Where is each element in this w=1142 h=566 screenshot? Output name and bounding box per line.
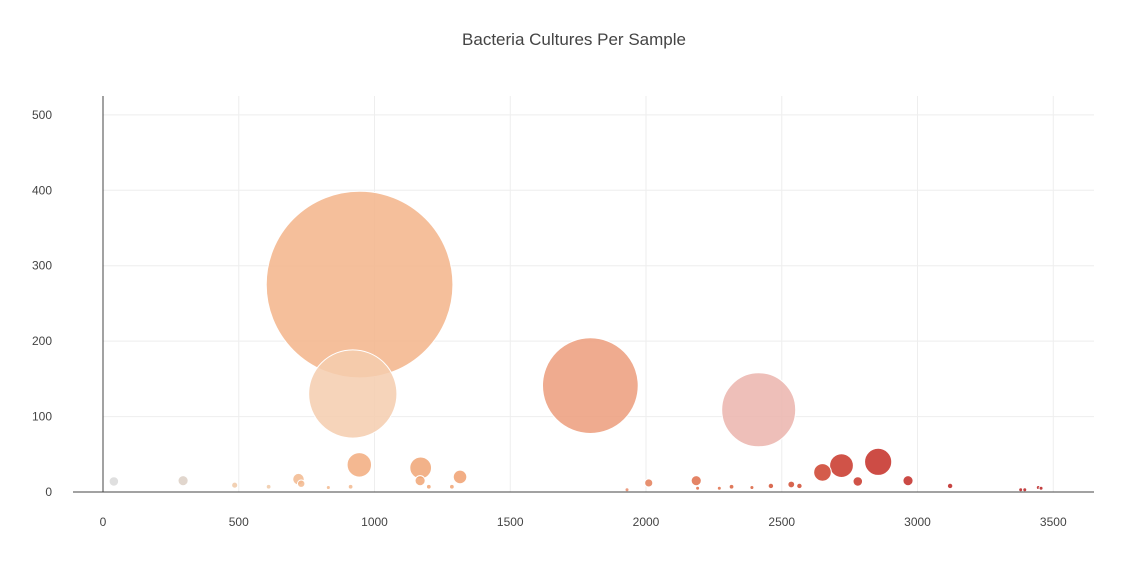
bubble[interactable] [1022, 487, 1028, 493]
x-tick-label: 3500 [1040, 515, 1067, 529]
y-tick-label: 400 [32, 183, 52, 197]
bubble[interactable] [852, 476, 864, 487]
y-tick-label: 300 [32, 259, 52, 273]
bubble[interactable] [716, 485, 722, 491]
bubble-series [108, 190, 1044, 493]
bubble[interactable] [787, 480, 796, 489]
bubble[interactable] [346, 452, 373, 478]
x-tick-label: 500 [229, 515, 249, 529]
bubble[interactable] [829, 453, 854, 478]
x-tick-label: 1500 [497, 515, 524, 529]
bubble[interactable] [690, 475, 702, 487]
x-tick-label: 2000 [633, 515, 660, 529]
bubble[interactable] [1038, 485, 1044, 491]
bubble[interactable] [749, 484, 755, 491]
bubble[interactable] [449, 483, 455, 490]
bubble[interactable] [721, 372, 797, 448]
bubble[interactable] [728, 483, 735, 490]
bubble[interactable] [644, 478, 654, 488]
bubble[interactable] [1018, 487, 1024, 493]
bubble[interactable] [864, 447, 893, 476]
x-tick-label: 1000 [361, 515, 388, 529]
x-tick-label: 0 [100, 515, 107, 529]
bubble[interactable] [796, 482, 803, 490]
bubble[interactable] [425, 483, 432, 490]
bubble[interactable] [347, 483, 354, 490]
bubble[interactable] [296, 479, 306, 488]
y-tick-label: 500 [32, 108, 52, 122]
bubble[interactable] [813, 463, 832, 482]
y-tick-label: 100 [32, 410, 52, 424]
x-tick-label: 2500 [768, 515, 795, 529]
bubble[interactable] [946, 482, 954, 490]
chart-title: Bacteria Cultures Per Sample [462, 30, 686, 49]
bubble[interactable] [414, 475, 426, 487]
bubble[interactable] [902, 475, 914, 487]
bubble[interactable] [108, 476, 120, 487]
bubble[interactable] [325, 484, 331, 491]
y-tick-label: 0 [45, 485, 52, 499]
y-tick-label: 200 [32, 334, 52, 348]
bubble[interactable] [231, 481, 239, 489]
bubble[interactable] [265, 483, 272, 490]
bubble[interactable] [452, 469, 468, 485]
bubble[interactable] [177, 475, 189, 487]
bubble[interactable] [308, 349, 398, 439]
bubble[interactable] [624, 487, 630, 493]
bubble[interactable] [541, 337, 639, 435]
bubble[interactable] [695, 485, 701, 491]
x-tick-label: 3000 [904, 515, 931, 529]
bubble[interactable] [767, 482, 775, 490]
axes [73, 96, 1094, 493]
tick-labels: 0 500 1000 1500 2000 2500 3000 3500 0 100 200 300 40… [32, 108, 1067, 529]
